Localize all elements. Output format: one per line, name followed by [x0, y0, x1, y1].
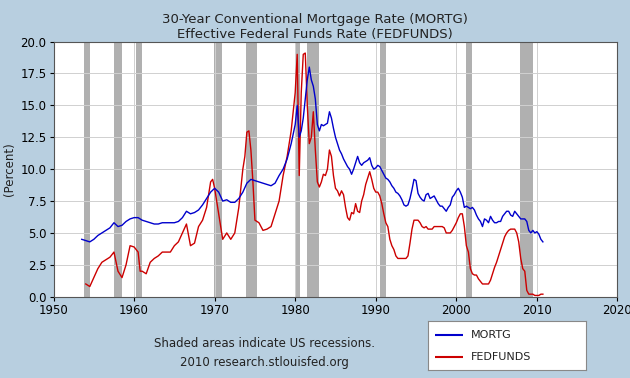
- Text: MORTG: MORTG: [471, 330, 512, 340]
- Text: 2010 research.stlouisfed.org: 2010 research.stlouisfed.org: [180, 356, 349, 369]
- Bar: [84, 42, 90, 297]
- Bar: [214, 42, 222, 297]
- Text: Shaded areas indicate US recessions.: Shaded areas indicate US recessions.: [154, 338, 375, 350]
- Bar: [466, 42, 472, 297]
- Bar: [136, 42, 142, 297]
- Y-axis label: (Percent): (Percent): [3, 142, 16, 196]
- Text: FEDFUNDS: FEDFUNDS: [471, 352, 531, 362]
- Bar: [307, 42, 319, 297]
- Bar: [114, 42, 122, 297]
- Bar: [246, 42, 257, 297]
- Text: Effective Federal Funds Rate (FEDFUNDS): Effective Federal Funds Rate (FEDFUNDS): [177, 28, 453, 41]
- Bar: [295, 42, 300, 297]
- Text: 30-Year Conventional Mortgage Rate (MORTG): 30-Year Conventional Mortgage Rate (MORT…: [162, 13, 468, 26]
- Bar: [380, 42, 386, 297]
- Bar: [520, 42, 533, 297]
